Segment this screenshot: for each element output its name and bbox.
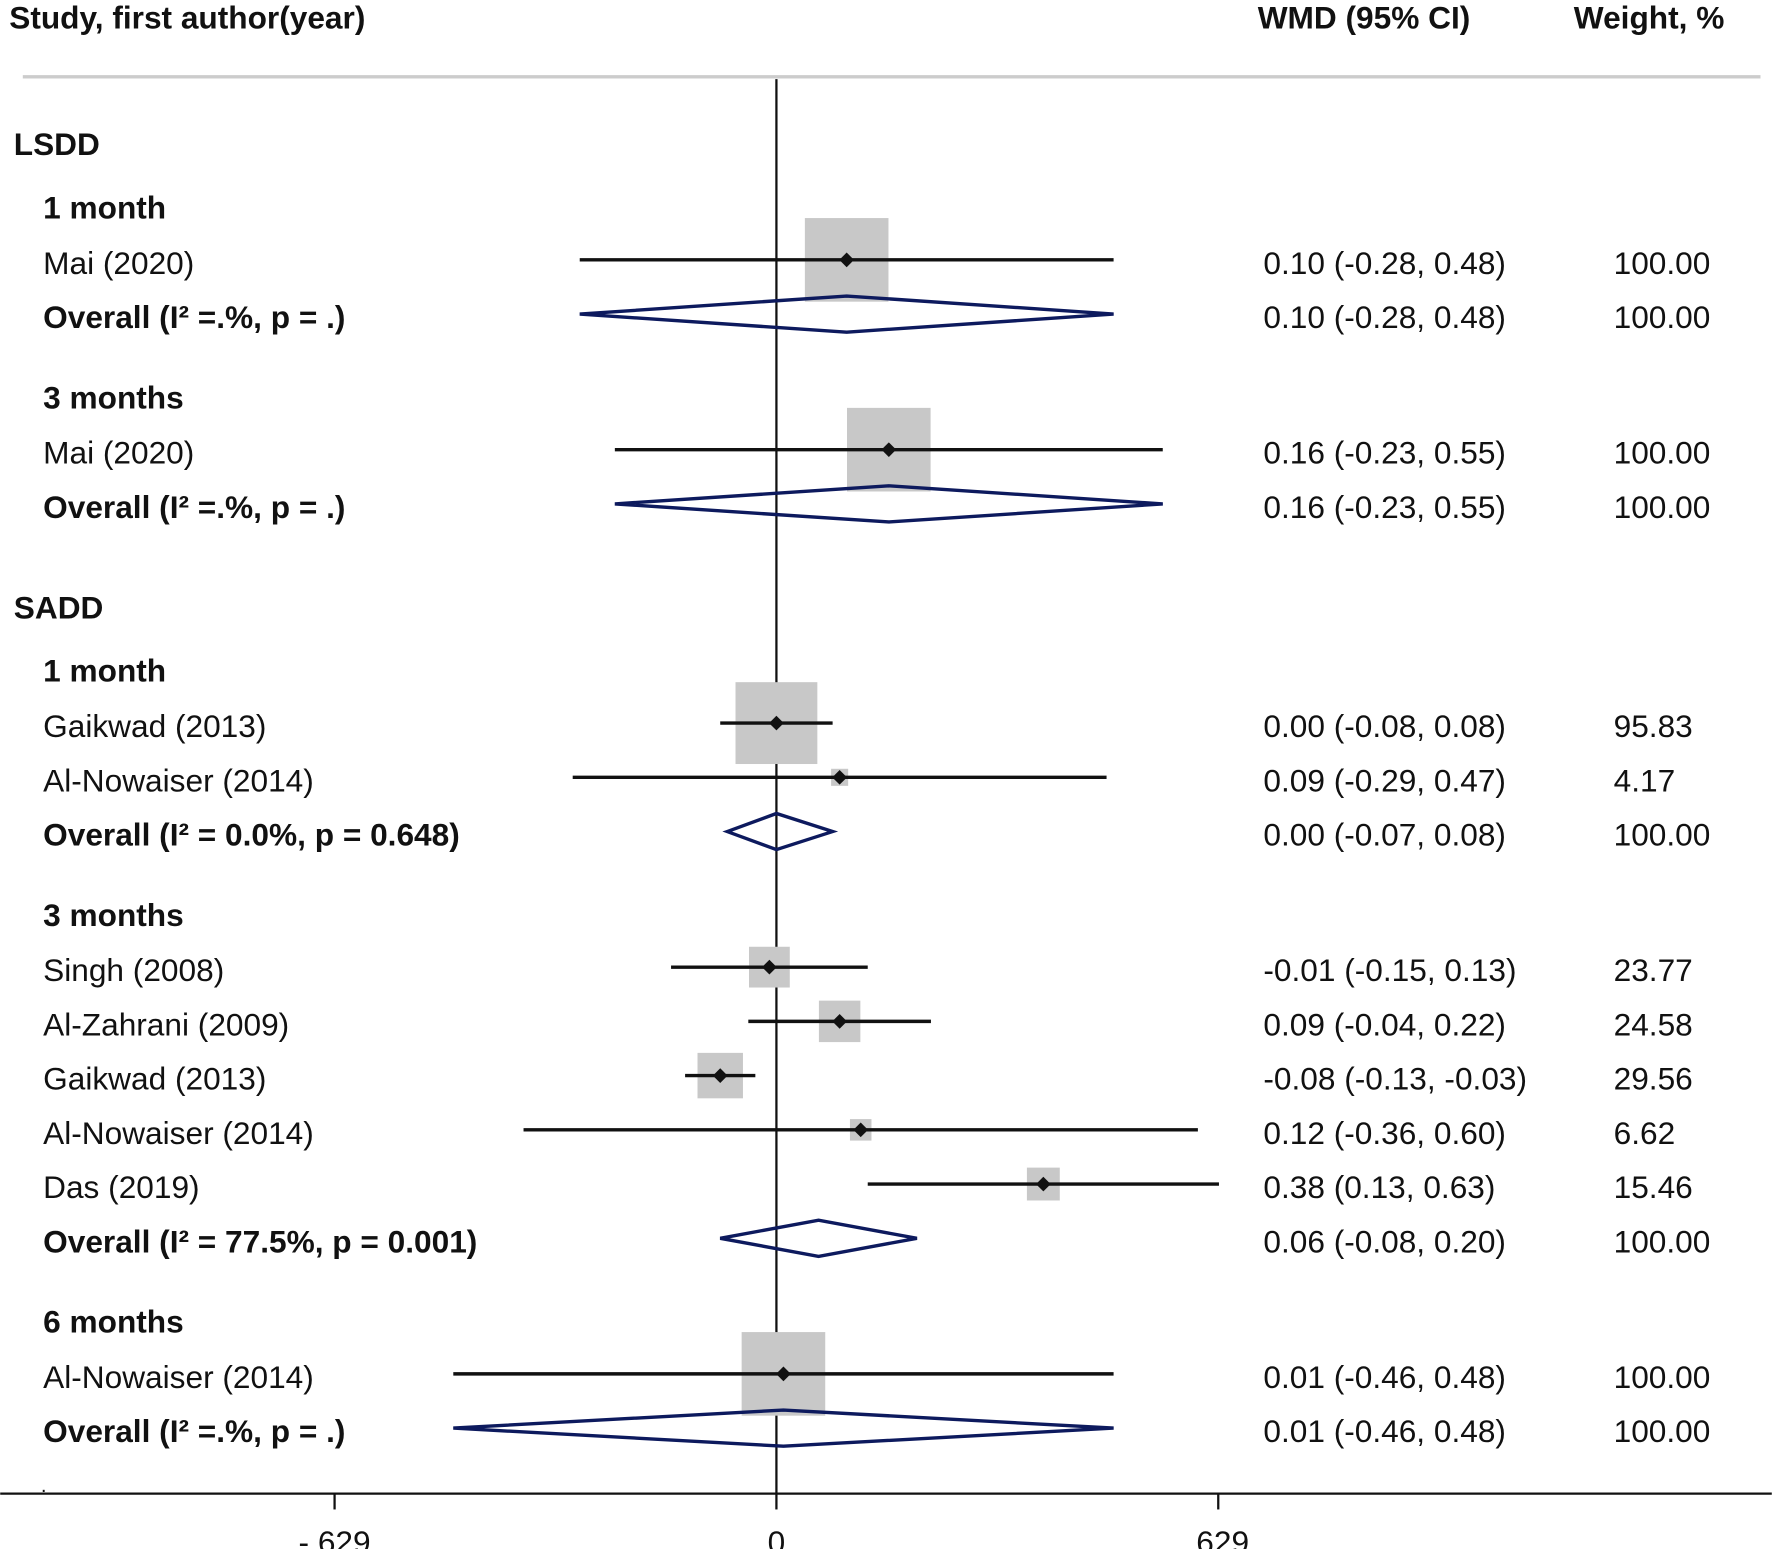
point-estimate [839,252,855,268]
weight-label: 100.00 [1614,489,1711,525]
effect-label: 0.09 (-0.29, 0.47) [1263,762,1506,798]
weight-label: 23.77 [1614,952,1693,988]
effect-label: 0.10 (-0.28, 0.48) [1263,299,1506,335]
study-label: Al-Zahrani (2009) [43,1006,289,1042]
overall-diamond [722,811,839,852]
subgroup-label: 3 months [43,379,184,415]
effect-label: 0.01 (-0.46, 0.48) [1263,1413,1506,1449]
overall-diamond [453,1408,1114,1448]
study-label: Singh (2008) [43,952,224,988]
header-effect: WMD (95% CI) [1258,0,1471,36]
overall-label: Overall (I² =.%, p = .) [43,299,345,335]
weight-label: 100.00 [1614,435,1711,471]
weight-label: 4.17 [1614,762,1676,798]
subgroup-label: 1 month [43,190,166,226]
study-label: Das (2019) [43,1169,199,1205]
subgroup-label: 3 months [43,897,184,933]
effect-label: -0.08 (-0.13, -0.03) [1263,1061,1527,1097]
overall-label: Overall (I² =.%, p = .) [43,1413,345,1449]
overall-diamond [579,294,1114,334]
point-estimate [881,442,897,458]
overall-label: Overall (I² = 77.5%, p = 0.001) [43,1223,477,1259]
overall-diamond [614,484,1163,524]
weight-label: 15.46 [1614,1169,1693,1205]
overall-diamond [719,1218,918,1259]
weight-label: 29.56 [1614,1061,1693,1097]
weight-label: 6.62 [1614,1115,1676,1151]
effect-label: 0.01 (-0.46, 0.48) [1263,1359,1506,1395]
study-label: Gaikwad (2013) [43,1061,266,1097]
weight-label: 100.00 [1614,817,1711,853]
subgroup-label: 6 months [43,1304,184,1340]
effect-label: 0.06 (-0.08, 0.20) [1263,1223,1506,1259]
section-label: SADD [14,589,104,625]
x-tick-label: 0 [768,1524,786,1549]
point-estimate [776,1366,791,1382]
point-estimate [832,1014,847,1029]
study-label: Al-Nowaiser (2014) [43,1115,314,1151]
study-label: Al-Nowaiser (2014) [43,762,314,798]
effect-label: 0.00 (-0.07, 0.08) [1263,817,1506,853]
effect-label: 0.38 (0.13, 0.63) [1263,1169,1495,1205]
x-tick-label: .629 [1187,1524,1249,1549]
subgroup-label: 1 month [43,653,166,689]
point-estimate [1036,1176,1051,1192]
study-label: Mai (2020) [43,435,194,471]
footnote: . [41,1475,47,1497]
effect-label: 0.16 (-0.23, 0.55) [1263,435,1506,471]
weight-label: 100.00 [1614,245,1711,281]
point-estimate [712,1068,728,1083]
effect-label: -0.01 (-0.15, 0.13) [1263,952,1516,988]
point-estimate [769,715,784,731]
effect-label: 0.00 (-0.08, 0.08) [1263,708,1506,744]
header-weight: Weight, % [1574,0,1725,36]
section-label: LSDD [14,126,100,162]
study-label: Al-Nowaiser (2014) [43,1359,314,1395]
effect-label: 0.12 (-0.36, 0.60) [1263,1115,1506,1151]
point-estimate [853,1122,869,1138]
weight-label: 100.00 [1614,1413,1711,1449]
study-label: Mai (2020) [43,245,194,281]
effect-label: 0.09 (-0.04, 0.22) [1263,1006,1506,1042]
overall-label: Overall (I² =.%, p = .) [43,489,345,525]
weight-label: 100.00 [1614,1223,1711,1259]
header-study: Study, first author(year) [9,0,365,36]
weight-label: 95.83 [1614,708,1693,744]
weight-label: 100.00 [1614,1359,1711,1395]
effect-label: 0.16 (-0.23, 0.55) [1263,489,1506,525]
study-label: Gaikwad (2013) [43,708,266,744]
effect-label: 0.10 (-0.28, 0.48) [1263,245,1506,281]
x-tick-label: -.629 [299,1524,371,1549]
overall-label: Overall (I² = 0.0%, p = 0.648) [43,817,460,853]
weight-label: 24.58 [1614,1006,1693,1042]
weight-label: 100.00 [1614,299,1711,335]
